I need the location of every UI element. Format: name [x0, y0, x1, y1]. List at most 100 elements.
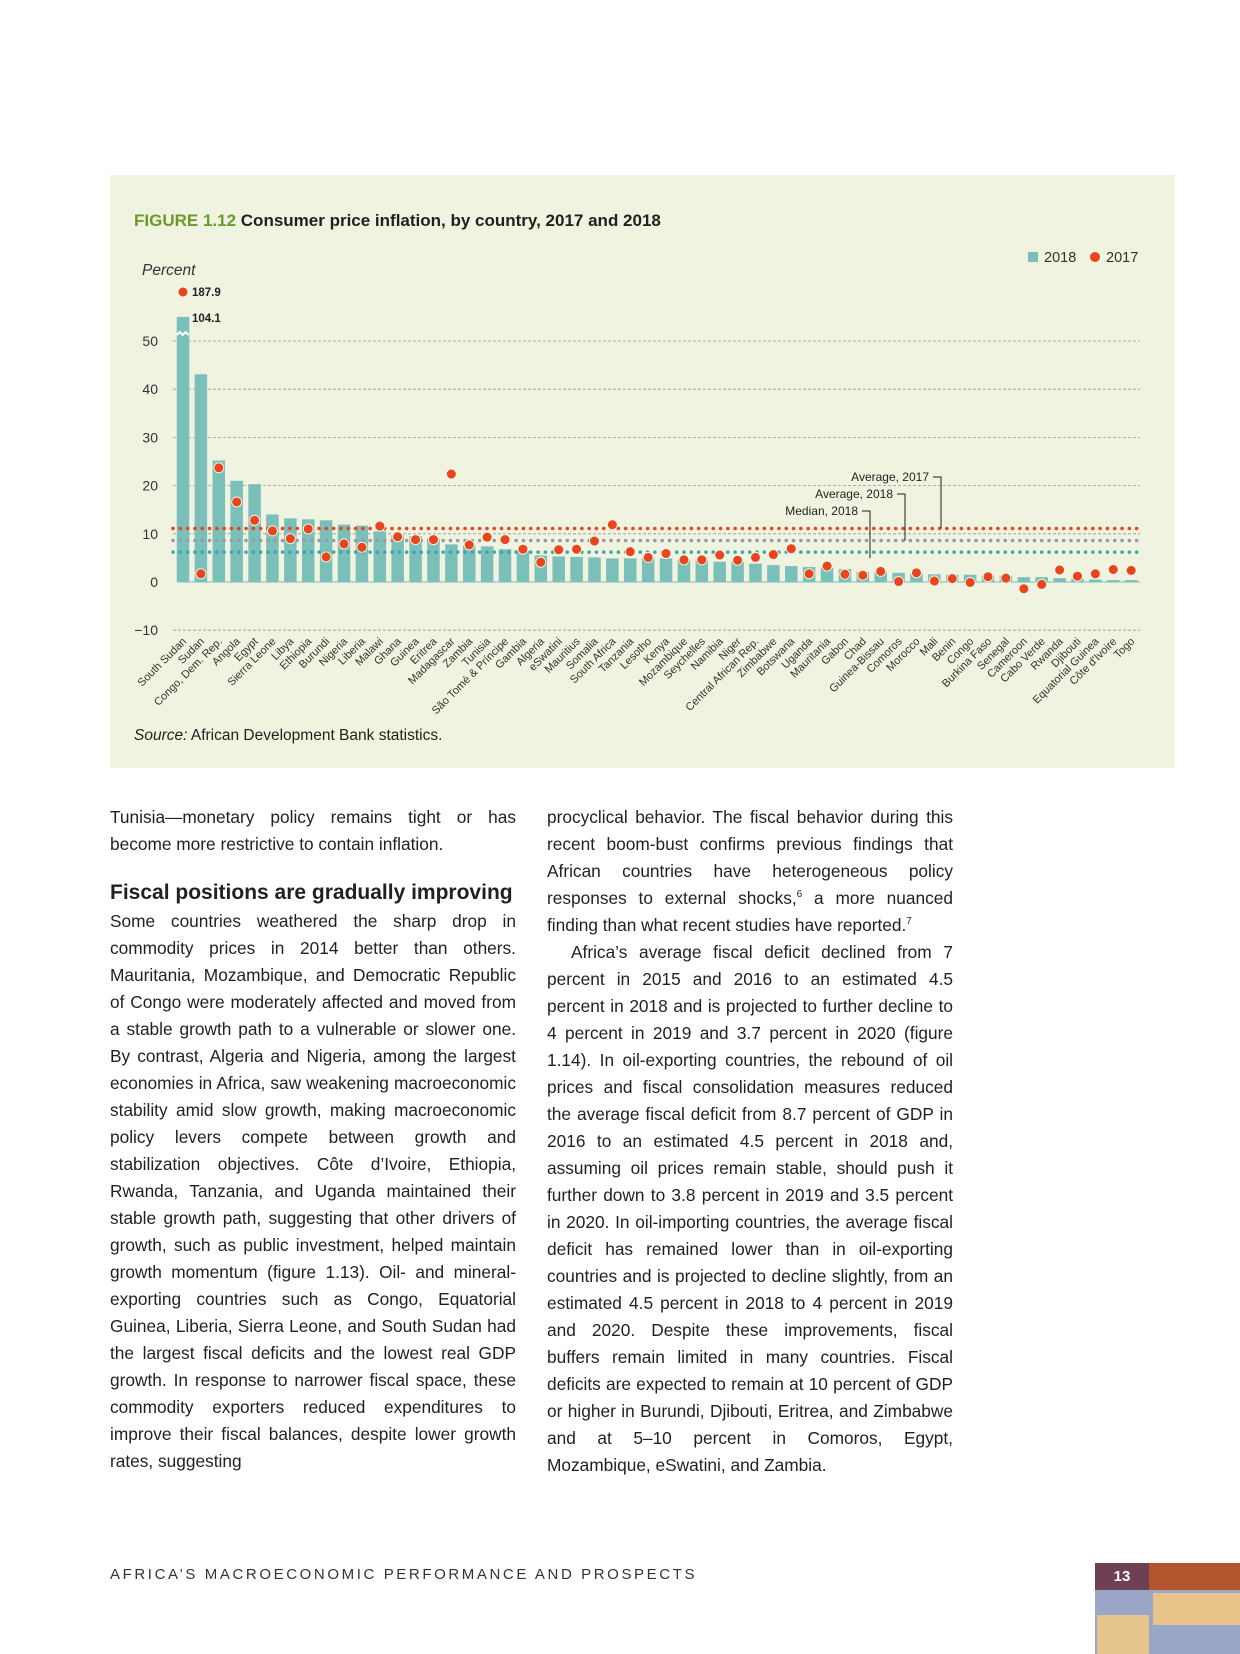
dot-2017: [1054, 564, 1066, 576]
dot-2017: [875, 565, 887, 577]
dot-2017: [392, 531, 404, 543]
bar-2018: [1107, 580, 1120, 582]
bar-2018: [677, 559, 691, 582]
dot-2017: [839, 568, 851, 580]
dot-2017: [696, 554, 708, 566]
dot-2017: [982, 571, 994, 583]
bar-2018: [659, 558, 673, 582]
bar-2018: [874, 571, 887, 582]
dot-2017: [1125, 564, 1137, 576]
bar-2018: [427, 538, 440, 582]
dot-2017: [445, 468, 457, 480]
dot-2017: [374, 520, 386, 532]
bar-2018: [212, 460, 226, 582]
dot-2017: [642, 551, 654, 563]
dot-2017: [356, 541, 368, 553]
left-column: Tunisia—monetary policy remains tight or…: [110, 804, 516, 1475]
reference-line-label: Median, 2018: [785, 504, 858, 518]
bar-2018: [749, 563, 762, 582]
paragraph: Africa’s average fiscal deficit declined…: [547, 942, 953, 1475]
y-tick-label: 50: [142, 333, 158, 349]
x-tick-label: Togo: [1112, 636, 1137, 661]
legend-label-2017: 2017: [1106, 250, 1138, 266]
dot-2017: [1036, 578, 1048, 590]
bar-2018: [516, 550, 530, 582]
data-label: 104.1: [192, 313, 221, 325]
reference-line-label: Average, 2017: [851, 470, 929, 484]
bar-2018: [462, 545, 476, 582]
y-axis-label: Percent: [142, 262, 196, 279]
section-heading: Fiscal positions are gradually improving: [110, 881, 513, 904]
inflation-chart: Percent 50 40 30 20 10 0 −10 187.9 104.1 Average, …: [134, 250, 1142, 717]
figure-title: FIGURE 1.12 Consumer price inflation, by…: [134, 211, 661, 231]
dot-2017: [499, 534, 511, 546]
annotation-leader: [862, 510, 871, 559]
bar-2018: [498, 549, 512, 582]
figure-number: FIGURE 1.12: [134, 211, 237, 230]
running-footer: AFRICA’S MACROECONOMIC PERFORMANCE AND P…: [110, 1566, 698, 1583]
bar-2018: [445, 544, 458, 582]
dot-2017: [1089, 568, 1101, 580]
bar-2018: [480, 546, 494, 582]
bar-2018: [1089, 579, 1102, 582]
dot-2017: [749, 551, 761, 563]
axis-break-icon: [176, 330, 190, 337]
bar-2018: [355, 525, 369, 582]
dot-2017: [302, 523, 314, 535]
dot-2017: [177, 286, 189, 298]
figure-panel: FIGURE 1.12 Consumer price inflation, by…: [110, 175, 1175, 768]
y-tick-label: 0: [150, 574, 158, 590]
bar-2018: [176, 316, 190, 582]
bar-2018: [713, 561, 726, 582]
bar-2018: [731, 561, 744, 582]
dot-2017: [946, 573, 958, 585]
y-tick-label: 40: [142, 381, 158, 397]
bar-2018: [194, 374, 208, 582]
paragraph: Some countries weathered the sharp drop …: [110, 911, 516, 1471]
bar-2018: [248, 484, 261, 582]
dot-2017: [284, 533, 296, 545]
dot-2017: [481, 531, 493, 543]
footnote-ref-6[interactable]: 6: [796, 889, 803, 901]
bar-2018: [641, 557, 655, 582]
dot-2017: [1072, 570, 1083, 582]
bar-2018: [820, 567, 834, 582]
annotation-leader: [897, 493, 906, 541]
legend-label-2018: 2018: [1044, 250, 1076, 266]
paragraph-text: procyclical behavior. The fiscal behavio…: [547, 807, 953, 908]
right-column: procyclical behavior. The fiscal behavio…: [547, 804, 953, 1479]
bar-2018: [1053, 578, 1066, 582]
dot-2017: [463, 539, 475, 551]
dot-2017: [857, 569, 869, 581]
figure-title-text: Consumer price inflation, by country, 20…: [240, 211, 661, 230]
legend-swatch-2017: [1090, 252, 1100, 262]
decorative-weave: [1153, 1593, 1240, 1625]
dot-2017: [338, 538, 350, 550]
bar-2018: [624, 558, 637, 582]
bar-2018: [391, 535, 404, 582]
bar-2018: [1017, 577, 1031, 582]
bar-2018: [785, 566, 798, 582]
dot-2017: [266, 525, 278, 537]
annotation-leader: [933, 476, 942, 529]
source-text: African Development Bank statistics.: [190, 727, 443, 744]
dot-2017: [910, 567, 922, 579]
y-tick-label: 30: [142, 429, 158, 445]
dot-2017: [785, 543, 797, 555]
bar-2018: [570, 556, 583, 582]
dot-2017: [606, 519, 618, 531]
source-label: Source:: [134, 727, 188, 744]
dot-2017: [767, 549, 779, 561]
legend-swatch-2018: [1028, 252, 1038, 262]
y-tick-label: 10: [142, 526, 158, 542]
bar-2018: [695, 560, 709, 582]
bar-2018: [266, 514, 279, 582]
y-tick-label: 20: [142, 478, 158, 494]
dot-2017: [624, 546, 636, 558]
data-label: 187.9: [192, 287, 221, 299]
dot-2017: [678, 554, 690, 566]
dot-2017: [821, 560, 833, 572]
dot-2017: [893, 576, 905, 588]
footnote-ref-7[interactable]: 7: [906, 916, 912, 928]
